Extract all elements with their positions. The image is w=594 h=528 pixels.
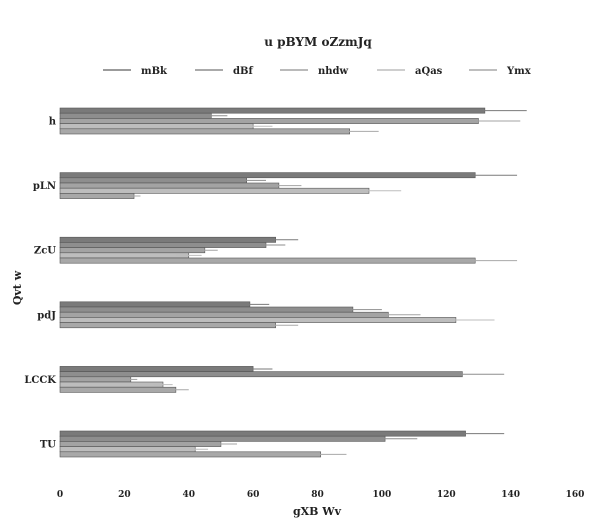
bar-Ymx-pLN [59,193,135,199]
bar-aQas-ZcU [59,252,190,259]
bar-Ymx-TU [59,451,322,458]
bar-mBk-LCCK [59,366,254,372]
bar-aQas-pLN [59,187,370,194]
x-tick-label: 140 [501,490,520,500]
category-label: TU [40,440,56,451]
bar-Ymx-pdJ [59,322,276,329]
bar-nhdw-ZcU [59,247,206,254]
bar-mBk-pdJ [59,301,251,308]
bar-nhdw-pdJ [59,311,389,318]
bar-nhdw-LCCK [59,376,132,383]
category-label: pLN [33,181,56,192]
bar-dBf-TU [59,435,386,442]
category-labels: h pLN ZcU pdJ LCCK TU [24,117,56,451]
legend-label-dBf: dBf [233,66,253,77]
chart-title: u pBYM oZzmJq [264,35,372,49]
bar-dBf-LCCK [59,371,463,378]
bar-mBk-h [59,107,486,114]
legend: mBk dBf nhdw aQas Ymx [103,66,532,77]
category-label: LCCK [24,375,56,386]
bar-aQas-h [59,123,254,130]
legend-label-mBk: mBk [141,66,168,77]
bars [59,107,527,458]
bar-aQas-LCCK [59,381,164,388]
x-tick-label: 60 [247,490,260,500]
bar-Ymx-LCCK [59,386,177,393]
x-tick-label: 120 [437,490,456,500]
bar-Ymx-h [59,128,350,135]
category-label: ZcU [34,246,56,257]
bar-dBf-pdJ [59,306,354,313]
y-axis-label: Qvt w [11,270,24,305]
bar-aQas-pdJ [59,317,457,323]
category-label: h [49,117,57,128]
x-tick-label: 80 [311,490,324,500]
bar-mBk-ZcU [59,236,276,243]
bar-Ymx-ZcU [59,257,476,264]
bar-aQas-TU [59,446,196,453]
x-tick-label: 160 [566,490,585,500]
legend-label-aQas: aQas [415,66,443,77]
bar-mBk-pLN [59,172,476,179]
bar-nhdw-TU [59,441,222,447]
bar-dBf-ZcU [59,242,267,248]
legend-label-nhdw: nhdw [318,66,349,77]
bar-dBf-h [59,112,212,119]
x-axis-label: gXB Wv [293,505,342,518]
x-tick-label: 20 [118,490,131,500]
bar-nhdw-h [59,118,479,124]
bar-mBk-TU [59,430,466,437]
category-label: pdJ [37,310,56,321]
bar-dBf-pLN [59,177,247,184]
x-tick-label: 40 [182,490,195,500]
legend-label-Ymx: Ymx [506,66,532,77]
x-tick-label: 0 [57,490,63,500]
x-tick-labels: 0 20 40 60 80 100 120 140 160 [57,490,585,500]
bar-nhdw-pLN [59,182,280,189]
x-tick-label: 100 [372,490,391,500]
